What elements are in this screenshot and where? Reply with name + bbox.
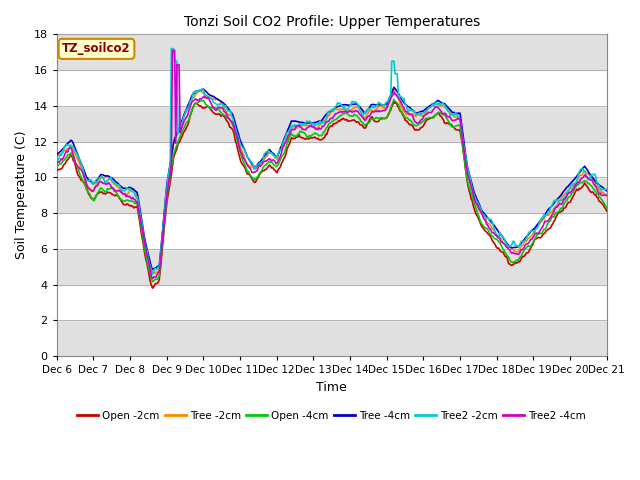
Bar bbox=[57, 285, 607, 320]
Bar bbox=[57, 177, 607, 213]
Legend: Open -2cm, Tree -2cm, Open -4cm, Tree -4cm, Tree2 -2cm, Tree2 -4cm: Open -2cm, Tree -2cm, Open -4cm, Tree -4… bbox=[73, 407, 590, 425]
Bar bbox=[57, 249, 607, 285]
Bar bbox=[57, 35, 607, 70]
Bar bbox=[57, 213, 607, 249]
Y-axis label: Soil Temperature (C): Soil Temperature (C) bbox=[15, 131, 28, 260]
X-axis label: Time: Time bbox=[316, 381, 347, 394]
Bar bbox=[57, 320, 607, 356]
Text: TZ_soilco2: TZ_soilco2 bbox=[62, 42, 131, 55]
Title: Tonzi Soil CO2 Profile: Upper Temperatures: Tonzi Soil CO2 Profile: Upper Temperatur… bbox=[184, 15, 480, 29]
Bar bbox=[57, 142, 607, 177]
Bar bbox=[57, 106, 607, 142]
Bar bbox=[57, 70, 607, 106]
